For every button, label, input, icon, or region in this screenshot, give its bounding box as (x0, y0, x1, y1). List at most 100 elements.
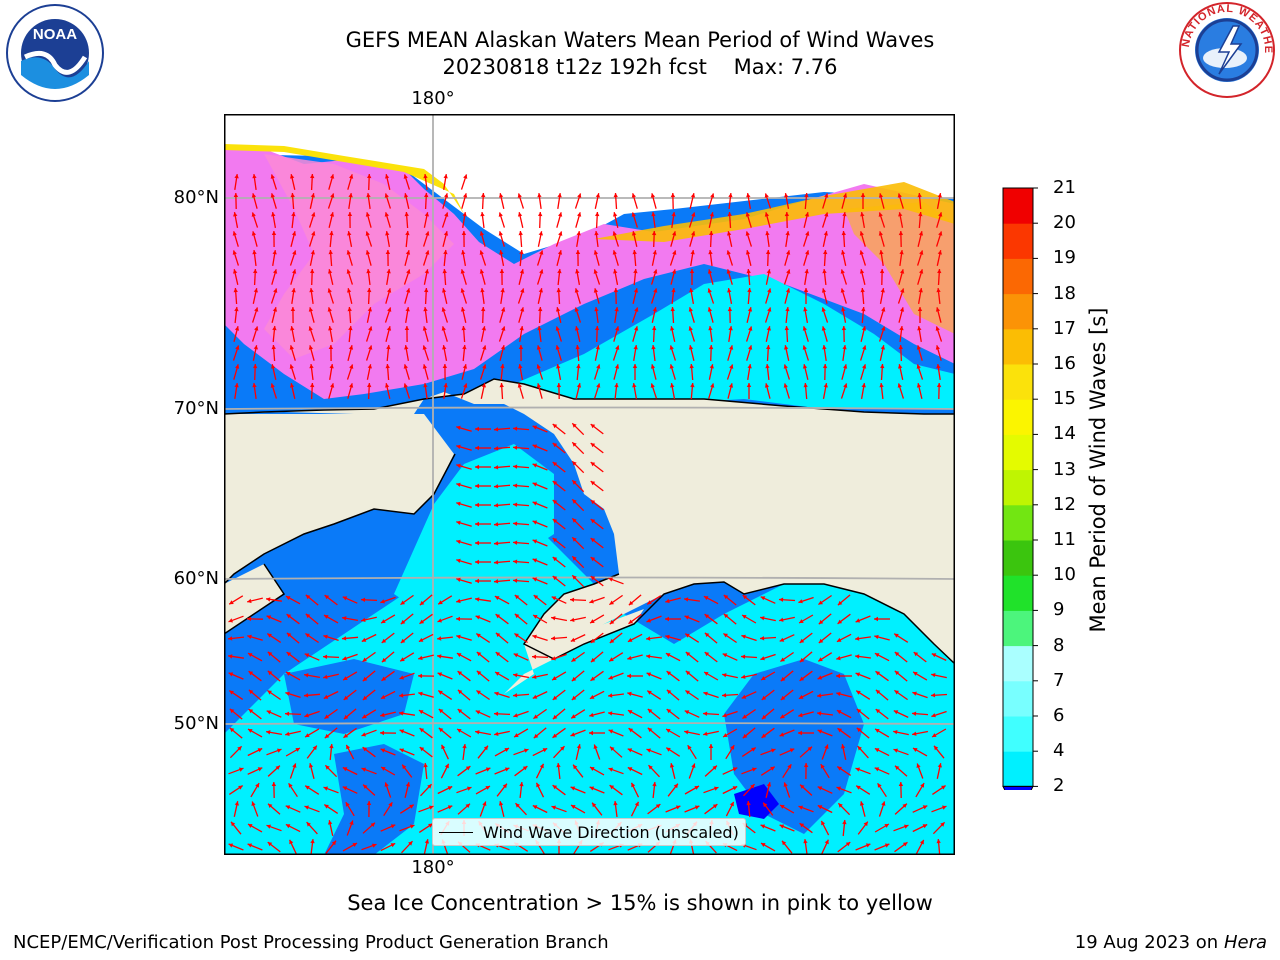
wind-wave-arrowhead (438, 709, 444, 714)
wind-wave-arrowhead (843, 383, 848, 388)
wind-wave-arrowhead (519, 782, 524, 787)
wind-wave-arrowhead (898, 231, 904, 236)
wind-wave-arrowhead (666, 671, 672, 676)
wind-wave-arrowhead (475, 426, 479, 432)
wind-wave-arrowhead (532, 482, 538, 487)
wind-wave-arrowhead (475, 730, 480, 735)
wind-wave-arrowhead (403, 364, 408, 369)
wind-wave-arrowhead (746, 383, 752, 387)
wind-wave-arrowhead (742, 615, 747, 619)
wind-wave-arrowhead (385, 231, 390, 236)
wind-wave-arrowhead (761, 676, 766, 680)
wind-wave-arrowhead (234, 174, 239, 179)
wind-wave-arrowhead (402, 764, 407, 770)
wind-wave-arrowhead (463, 174, 468, 179)
wind-wave-arrowhead (522, 766, 528, 771)
wind-wave-arrowhead (479, 231, 485, 236)
wind-wave-arrowhead (385, 364, 390, 369)
wind-wave-arrowhead (447, 805, 453, 810)
wind-wave-arrowhead (424, 288, 429, 293)
colorbar-tick-label: 20 (1053, 212, 1076, 234)
lon-label-bottom: 180° (411, 857, 455, 878)
wind-wave-arrowhead (631, 212, 636, 217)
wind-wave-arrowhead (767, 288, 772, 293)
wind-wave-arrowhead (571, 695, 577, 700)
wind-wave-arrowhead (368, 345, 373, 350)
wind-wave-arrowhead (589, 599, 594, 604)
wind-wave-arrowhead (779, 732, 785, 737)
wind-wave-arrowhead (779, 637, 785, 642)
wind-wave-arrowhead (784, 345, 789, 350)
wind-wave-arrowhead (613, 801, 618, 806)
wind-wave-arrowhead (798, 599, 803, 604)
colorbar-tick-label: 14 (1053, 423, 1076, 445)
wind-wave-arrowhead (880, 345, 885, 350)
wind-wave-arrowhead (862, 364, 867, 369)
wind-wave-arrowhead (666, 689, 672, 695)
wind-wave-arrowhead (513, 502, 518, 507)
wind-wave-arrowhead (875, 671, 881, 676)
wind-wave-arrowhead (577, 212, 582, 217)
wind-wave-arrowhead (424, 193, 429, 198)
wind-wave-arrowhead (714, 786, 719, 791)
wind-wave-arrowhead (856, 709, 862, 714)
colorbar-tick-label: 19 (1053, 247, 1076, 269)
wind-wave-arrowhead (741, 654, 746, 659)
wind-wave-arrowhead (651, 212, 656, 217)
wind-wave-arrowhead (513, 653, 519, 658)
wind-wave-arrowhead (594, 307, 599, 312)
wind-wave-arrowhead (855, 654, 860, 659)
wind-wave-arrowhead (532, 463, 538, 468)
wind-wave-arrowhead (747, 364, 752, 369)
wind-wave-arrowhead (513, 521, 518, 526)
wind-wave-arrowhead (366, 193, 371, 198)
wind-wave-arrowhead (228, 618, 233, 623)
wind-wave-arrowhead (532, 558, 538, 563)
wind-wave-arrowhead (292, 763, 297, 768)
wind-wave-arrowhead (704, 614, 710, 619)
wind-wave-arrowhead (589, 694, 595, 699)
wind-wave-arrowhead (460, 307, 466, 312)
colorbar-segment (1003, 364, 1033, 400)
wind-wave-arrowhead (879, 250, 884, 255)
wind-wave-arrowhead (233, 269, 238, 274)
wind-wave-arrowhead (669, 763, 675, 768)
wind-wave-arrowhead (342, 786, 348, 791)
wind-wave-arrowhead (330, 174, 335, 179)
wind-wave-arrowhead (859, 269, 865, 274)
wind-wave-arrowhead (817, 729, 823, 734)
wind-wave-arrowhead (804, 212, 810, 217)
wind-wave-arrowhead (878, 231, 883, 236)
wind-wave-arrowhead (343, 676, 348, 681)
wind-wave-arrowhead (590, 767, 595, 771)
wind-wave-arrowhead (456, 444, 461, 449)
wind-wave-arrowhead (502, 783, 507, 789)
wind-wave-arrowhead (590, 619, 595, 624)
wind-wave-arrowhead (780, 676, 786, 682)
wind-wave-arrowhead (590, 557, 596, 562)
wind-wave-arrowhead (573, 764, 578, 770)
wind-wave-arrowhead (803, 288, 809, 292)
wind-wave-arrowhead (481, 383, 486, 388)
wind-wave-arrowhead (405, 250, 411, 255)
colorbar (1002, 187, 1038, 790)
wind-wave-arrowhead (841, 744, 846, 749)
wind-wave-arrowhead (423, 174, 428, 179)
wind-wave-arrowhead (798, 805, 803, 810)
wind-wave-arrowhead (936, 288, 941, 293)
wind-wave-arrowhead (266, 730, 271, 735)
wind-wave-arrowhead (783, 782, 788, 787)
wind-wave-arrowhead (766, 326, 771, 331)
wind-wave-arrowhead (266, 824, 271, 829)
wind-wave-arrowhead (935, 326, 940, 331)
wind-wave-arrowhead (752, 767, 757, 772)
colorbar-tick-label: 9 (1053, 599, 1065, 621)
wind-wave-arrowhead (918, 288, 923, 293)
wind-wave-arrowhead (893, 730, 898, 735)
colorbar-segment (1003, 680, 1033, 717)
wind-wave-arrowhead (855, 636, 860, 641)
wind-wave-arrowhead (538, 231, 543, 236)
wind-wave-arrowhead (919, 250, 924, 255)
wind-wave-arrowhead (613, 212, 618, 217)
wind-wave-arrowhead (745, 250, 751, 255)
